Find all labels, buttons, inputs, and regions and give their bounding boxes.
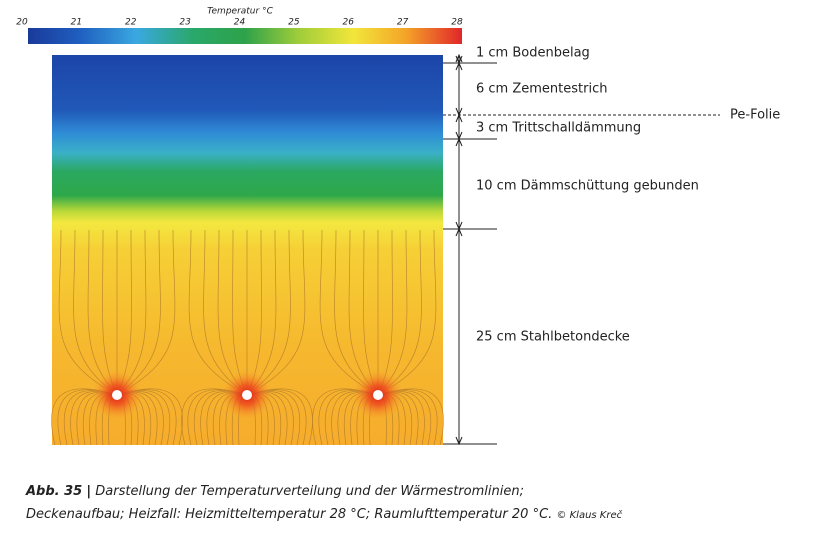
colorbar-tick-label: 27 — [397, 18, 409, 28]
diagram: Temperatur °C Pe-Folie 1 cm Bodenbelag 6… — [16, 7, 780, 446]
heat-flow-line — [58, 229, 106, 389]
heat-flow-line — [128, 229, 176, 389]
caption-separator: | — [86, 484, 92, 499]
heat-flow-line — [258, 229, 306, 389]
colorbar-tick-label: 22 — [125, 18, 137, 28]
dimension-arrow — [455, 227, 463, 237]
heat-flow-line — [334, 229, 370, 389]
layer-label: 1 cm Bodenbelag — [476, 46, 590, 61]
colorbar-tick-label: 26 — [343, 18, 355, 28]
colorbar-tick-label: 25 — [288, 18, 300, 28]
layer-label: 3 cm Trittschalldämmung — [476, 121, 641, 136]
heat-flow-line — [255, 229, 291, 389]
dimension-arrow — [455, 113, 463, 123]
colorbar-tick-label: 24 — [234, 18, 246, 28]
heating-pipe — [242, 390, 252, 400]
heat-flow-line — [73, 229, 109, 389]
heating-pipe — [373, 390, 383, 400]
heat-flow-line — [386, 229, 422, 389]
colorbar — [28, 28, 462, 44]
heating-pipe — [112, 390, 122, 400]
heat-flow-line — [389, 229, 437, 389]
heat-flow-line — [125, 229, 161, 389]
caption-text: Darstellung der Temperaturverteilung und… — [95, 484, 524, 499]
colorbar-tick-label: 28 — [451, 18, 463, 28]
colorbar-tick-label: 23 — [179, 18, 191, 28]
heat-flow-line — [319, 229, 367, 389]
colorbar-title: Temperatur °C — [207, 7, 273, 17]
caption-credit: © Klaus Kreč — [556, 510, 623, 521]
caption-line: Abb. 35 | Darstellung der Temperaturvert… — [26, 484, 524, 499]
dimension-arrow — [455, 137, 463, 147]
dimension-arrow — [455, 61, 463, 71]
dimension-arrow — [455, 436, 463, 446]
layer-label: 6 cm Zementestrich — [476, 82, 607, 97]
heat-flow-line — [188, 229, 236, 389]
heat-flow-line — [203, 229, 239, 389]
caption-text: Deckenaufbau; Heizfall: Heizmitteltemper… — [26, 507, 553, 522]
colorbar-tick-label: 20 — [16, 18, 28, 28]
caption-label: Abb. 35 — [26, 484, 83, 499]
caption-line: Deckenaufbau; Heizfall: Heizmitteltemper… — [26, 507, 622, 522]
dimension-arrow — [455, 53, 463, 63]
layer-label: 10 cm Dämmschüttung gebunden — [476, 179, 699, 194]
layer-label: 25 cm Stahlbetondecke — [476, 330, 630, 345]
colorbar-tick-label: 21 — [71, 18, 82, 28]
foil-label: Pe-Folie — [730, 108, 780, 123]
